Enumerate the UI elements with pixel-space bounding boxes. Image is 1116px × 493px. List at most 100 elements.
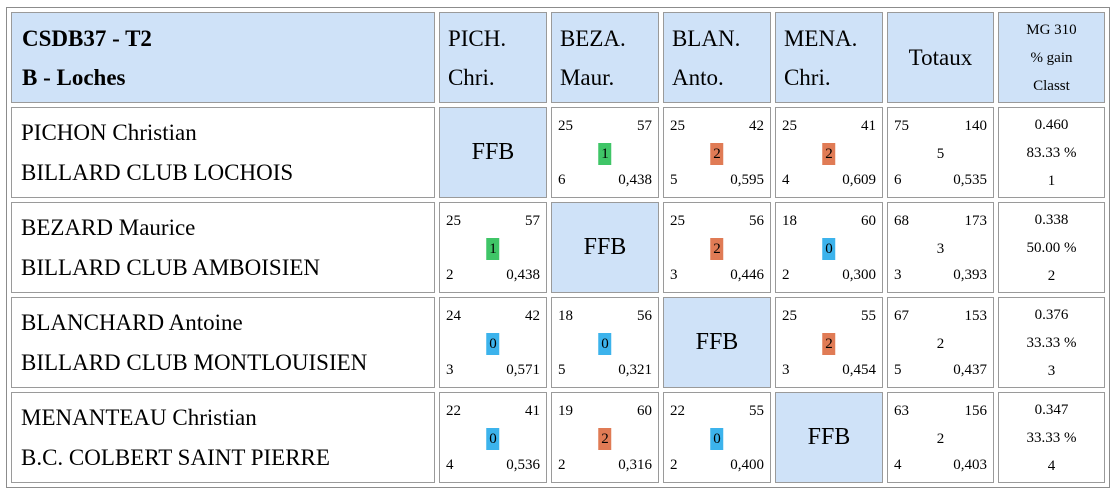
match-points-scored: 18 (557, 308, 573, 324)
match-average: 0,438 (506, 267, 540, 283)
totals-average: 0,535 (953, 172, 987, 188)
mg-cell: 0.347 33.33 % 4 (997, 392, 1105, 483)
match-average: 0,454 (842, 362, 876, 378)
match-best-series: 4 (781, 172, 790, 188)
column-header-line1: BEZA. (559, 25, 626, 51)
match-best-series: 3 (445, 362, 454, 378)
match-average: 0,446 (730, 267, 764, 283)
match-innings: 42 (748, 118, 764, 134)
mg-average: 0.338 (1034, 211, 1069, 228)
competition-title: CSDB37 - T2 (22, 25, 152, 51)
player-cell: BLANCHARD Antoine BILLARD CLUB MONTLOUIS… (11, 297, 435, 388)
match-best-series: 5 (669, 172, 678, 188)
ffb-cell: FFB (438, 107, 547, 198)
totals-cell: 75 140 5 6 0,535 (886, 107, 994, 198)
match-cell: 22 41 0 4 0,536 (438, 392, 547, 483)
competition-title-cell: CSDB37 - T2 B - Loches (11, 12, 435, 103)
match-average: 0,609 (842, 172, 876, 188)
match-cell: 18 60 0 2 0,300 (774, 202, 883, 293)
match-average: 0,400 (730, 457, 764, 473)
mg-header-line1: MG 310 (1026, 21, 1077, 38)
match-points-badge: 0 (598, 333, 612, 355)
totals-average: 0,403 (953, 457, 987, 473)
totals-match-points: 2 (936, 431, 945, 447)
match-points-scored: 25 (445, 213, 461, 229)
match-average: 0,536 (506, 457, 540, 473)
match-innings: 60 (860, 213, 876, 229)
totals-points-scored: 67 (893, 308, 909, 324)
mg-header-line2: % gain (1030, 49, 1073, 66)
totals-average: 0,437 (953, 362, 987, 378)
totals-match-points: 2 (936, 336, 945, 352)
results-table: CSDB37 - T2 B - Loches PICH. Chri. BEZA.… (6, 7, 1110, 488)
match-points-badge: 0 (486, 333, 500, 355)
match-average: 0,595 (730, 172, 764, 188)
totals-points-scored: 63 (893, 403, 909, 419)
totals-cell: 67 153 2 5 0,437 (886, 297, 994, 388)
mg-cell: 0.376 33.33 % 3 (997, 297, 1105, 388)
totals-best-series: 5 (893, 362, 902, 378)
player-club: BILLARD CLUB MONTLOUISIEN (21, 349, 368, 375)
match-best-series: 6 (557, 172, 566, 188)
totals-points-scored: 68 (893, 213, 909, 229)
match-points-badge: 0 (486, 428, 500, 450)
mg-rank: 2 (1047, 267, 1056, 284)
player-row: BEZARD Maurice BILLARD CLUB AMBOISIEN 25… (11, 202, 1105, 293)
match-points-scored: 25 (781, 118, 797, 134)
match-best-series: 3 (781, 362, 790, 378)
match-cell: 25 57 1 2 0,438 (438, 202, 547, 293)
header-row: CSDB37 - T2 B - Loches PICH. Chri. BEZA.… (11, 12, 1105, 103)
match-points-badge: 0 (822, 238, 836, 260)
player-row: PICHON Christian BILLARD CLUB LOCHOIS FF… (11, 107, 1105, 198)
mg-gain: 33.33 % (1026, 334, 1077, 351)
match-best-series: 2 (781, 267, 790, 283)
match-points-scored: 24 (445, 308, 461, 324)
match-average: 0,300 (842, 267, 876, 283)
player-club: B.C. COLBERT SAINT PIERRE (21, 444, 330, 470)
player-cell: MENANTEAU Christian B.C. COLBERT SAINT P… (11, 392, 435, 483)
match-points-scored: 22 (669, 403, 685, 419)
mg-gain: 33.33 % (1026, 429, 1077, 446)
column-header-3: BLAN. Anto. (662, 12, 771, 103)
totals-average: 0,393 (953, 267, 987, 283)
player-name: PICHON Christian (21, 119, 197, 145)
totals-best-series: 3 (893, 267, 902, 283)
column-header-2: BEZA. Maur. (550, 12, 659, 103)
mg-average: 0.347 (1034, 401, 1069, 418)
column-header-4: MENA. Chri. (774, 12, 883, 103)
mg-average: 0.460 (1034, 116, 1069, 133)
match-points-scored: 25 (557, 118, 573, 134)
totals-innings: 153 (964, 308, 987, 324)
match-average: 0,321 (618, 362, 652, 378)
match-points-scored: 25 (669, 118, 685, 134)
mg-rank: 4 (1047, 457, 1056, 474)
match-innings: 42 (524, 308, 540, 324)
mg-average: 0.376 (1034, 306, 1069, 323)
player-name: MENANTEAU Christian (21, 404, 257, 430)
mg-cell: 0.338 50.00 % 2 (997, 202, 1105, 293)
match-points-badge: 2 (710, 238, 724, 260)
match-best-series: 5 (557, 362, 566, 378)
mg-header: MG 310 % gain Classt (997, 12, 1105, 103)
match-points-badge: 2 (822, 143, 836, 165)
column-header-line1: PICH. (447, 25, 507, 51)
column-header-1: PICH. Chri. (438, 12, 547, 103)
mg-rank: 3 (1047, 362, 1056, 379)
match-points-scored: 25 (781, 308, 797, 324)
match-best-series: 2 (557, 457, 566, 473)
mg-gain: 83.33 % (1026, 144, 1077, 161)
match-points-badge: 1 (486, 238, 500, 260)
player-row: MENANTEAU Christian B.C. COLBERT SAINT P… (11, 392, 1105, 483)
ffb-cell: FFB (662, 297, 771, 388)
match-cell: 25 56 2 3 0,446 (662, 202, 771, 293)
match-points-scored: 19 (557, 403, 573, 419)
match-best-series: 4 (445, 457, 454, 473)
totals-header: Totaux (886, 12, 994, 103)
match-points-scored: 18 (781, 213, 797, 229)
player-club: BILLARD CLUB AMBOISIEN (21, 254, 321, 280)
match-points-badge: 2 (598, 428, 612, 450)
match-points-badge: 2 (822, 333, 836, 355)
match-innings: 55 (748, 403, 764, 419)
totals-cell: 63 156 2 4 0,403 (886, 392, 994, 483)
totals-innings: 173 (964, 213, 987, 229)
